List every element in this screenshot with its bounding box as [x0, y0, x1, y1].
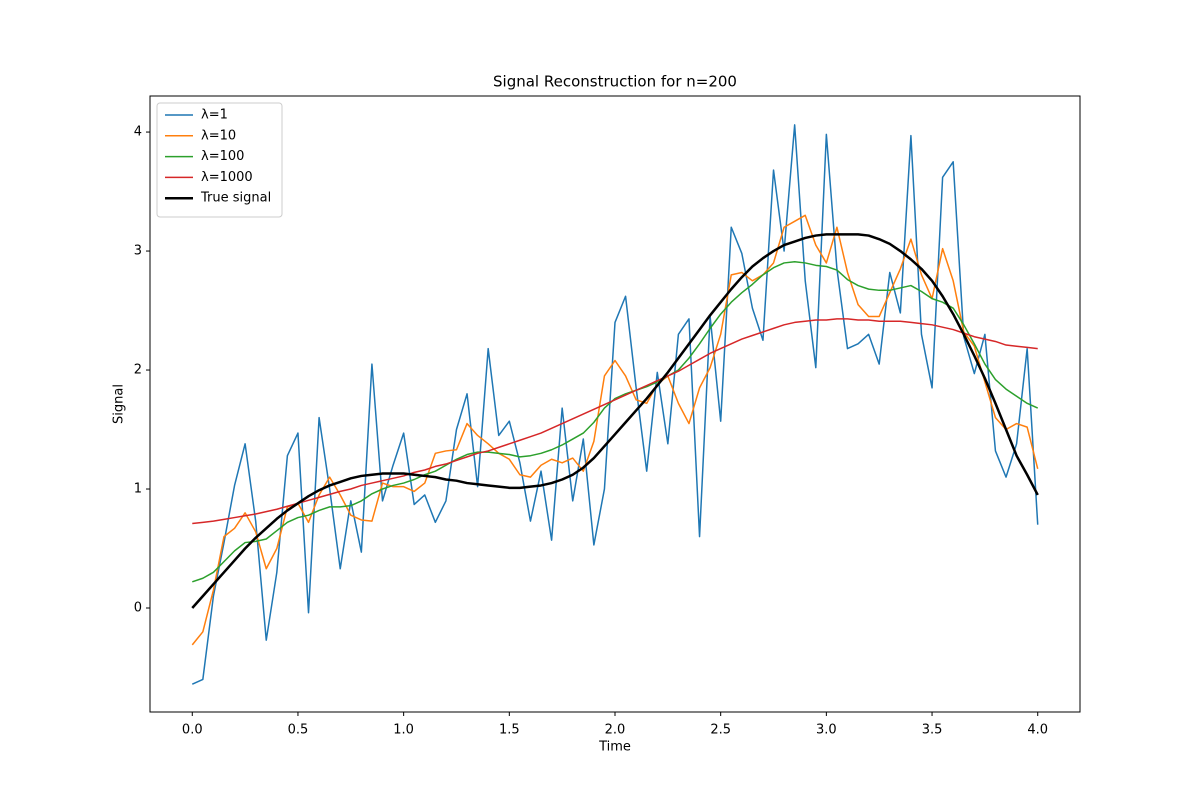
- legend-label: λ=10: [201, 128, 236, 143]
- plot-area: [191, 124, 1039, 685]
- y-tick-label: 3: [134, 244, 142, 259]
- x-tick-label: 1.0: [393, 723, 414, 738]
- x-tick-label: 3.0: [816, 723, 837, 738]
- y-axis-label: Signal: [112, 384, 127, 424]
- x-axis-label: Time: [598, 740, 631, 755]
- x-tick-label: 0.0: [182, 723, 203, 738]
- series-line: [191, 124, 1039, 685]
- x-tick-label: 4.0: [1027, 723, 1048, 738]
- legend-label: λ=1000: [201, 170, 253, 185]
- series-line: [192, 261, 1039, 583]
- y-tick-label: 1: [134, 482, 142, 497]
- x-tick-label: 0.5: [288, 723, 309, 738]
- legend-box: [156, 102, 283, 218]
- y-tick-label: 0: [134, 601, 142, 616]
- x-tick-label: 1.5: [499, 723, 520, 738]
- x-tick-label: 3.5: [922, 723, 943, 738]
- y-tick-label: 4: [134, 125, 142, 140]
- legend-label: True signal: [200, 191, 271, 206]
- legend-label: λ=100: [201, 149, 244, 164]
- x-tick-label: 2.0: [605, 723, 626, 738]
- y-tick-label: 2: [134, 363, 142, 378]
- legend-label: λ=1: [201, 108, 228, 123]
- chart-title: Signal Reconstruction for n=200: [493, 73, 737, 91]
- series-line: [192, 318, 1038, 525]
- series-line: [191, 233, 1039, 609]
- x-tick-label: 2.5: [710, 723, 731, 738]
